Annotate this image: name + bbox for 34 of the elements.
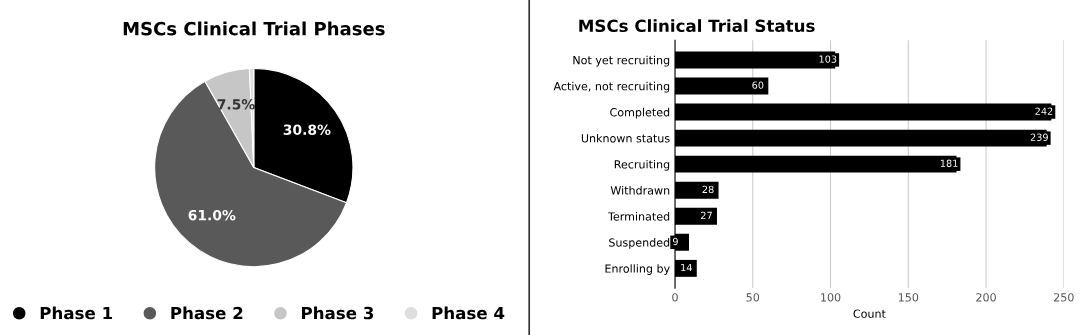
x-tick-label: 50 [746,293,760,302]
data-label: 30.8% [283,124,331,135]
x-tick-label: 0 [672,293,678,302]
y-tick-label: Not yet recruiting [573,55,670,67]
x-tick-label: 100 [821,293,841,302]
y-tick-label: Unknown status [581,133,670,143]
data-label: 239 [1030,133,1048,141]
y-tick-label: Recruiting [614,159,670,171]
x-axis-title: Count [853,309,886,318]
data-label: 14 [681,263,692,272]
y-tick-label: Terminated [607,212,670,221]
data-label: 61.0% [188,209,236,221]
data-label: 28 [702,185,714,194]
y-tick-label: Completed [610,107,670,119]
legend-label: Phase 2 [171,306,243,320]
y-tick-label: Enrolling by [605,264,670,275]
chart-title: MSCs Clinical Trial Phases [123,21,385,36]
data-label: 242 [1035,107,1053,115]
data-label: 9 [672,237,678,246]
y-tick-label: Suspended [609,238,670,249]
y-tick-label: Withdrawn [610,185,670,195]
chart-title: MSCs Clinical Trial Status [579,19,815,33]
data-label: 7.5% [217,99,255,110]
data-label: 60 [752,81,764,89]
data-label: 103 [819,55,837,63]
x-tick-label: 200 [976,293,996,302]
data-label: 181 [940,159,958,167]
y-tick-label: Active, not recruiting [553,81,670,93]
legend-label: Phase 3 [302,306,374,320]
data-label: 27 [701,211,712,219]
legend-label: Phase 1 [40,306,113,320]
x-tick-label: 250 [1054,293,1074,302]
x-tick-label: 150 [898,293,919,302]
legend-label: Phase 4 [432,306,505,320]
